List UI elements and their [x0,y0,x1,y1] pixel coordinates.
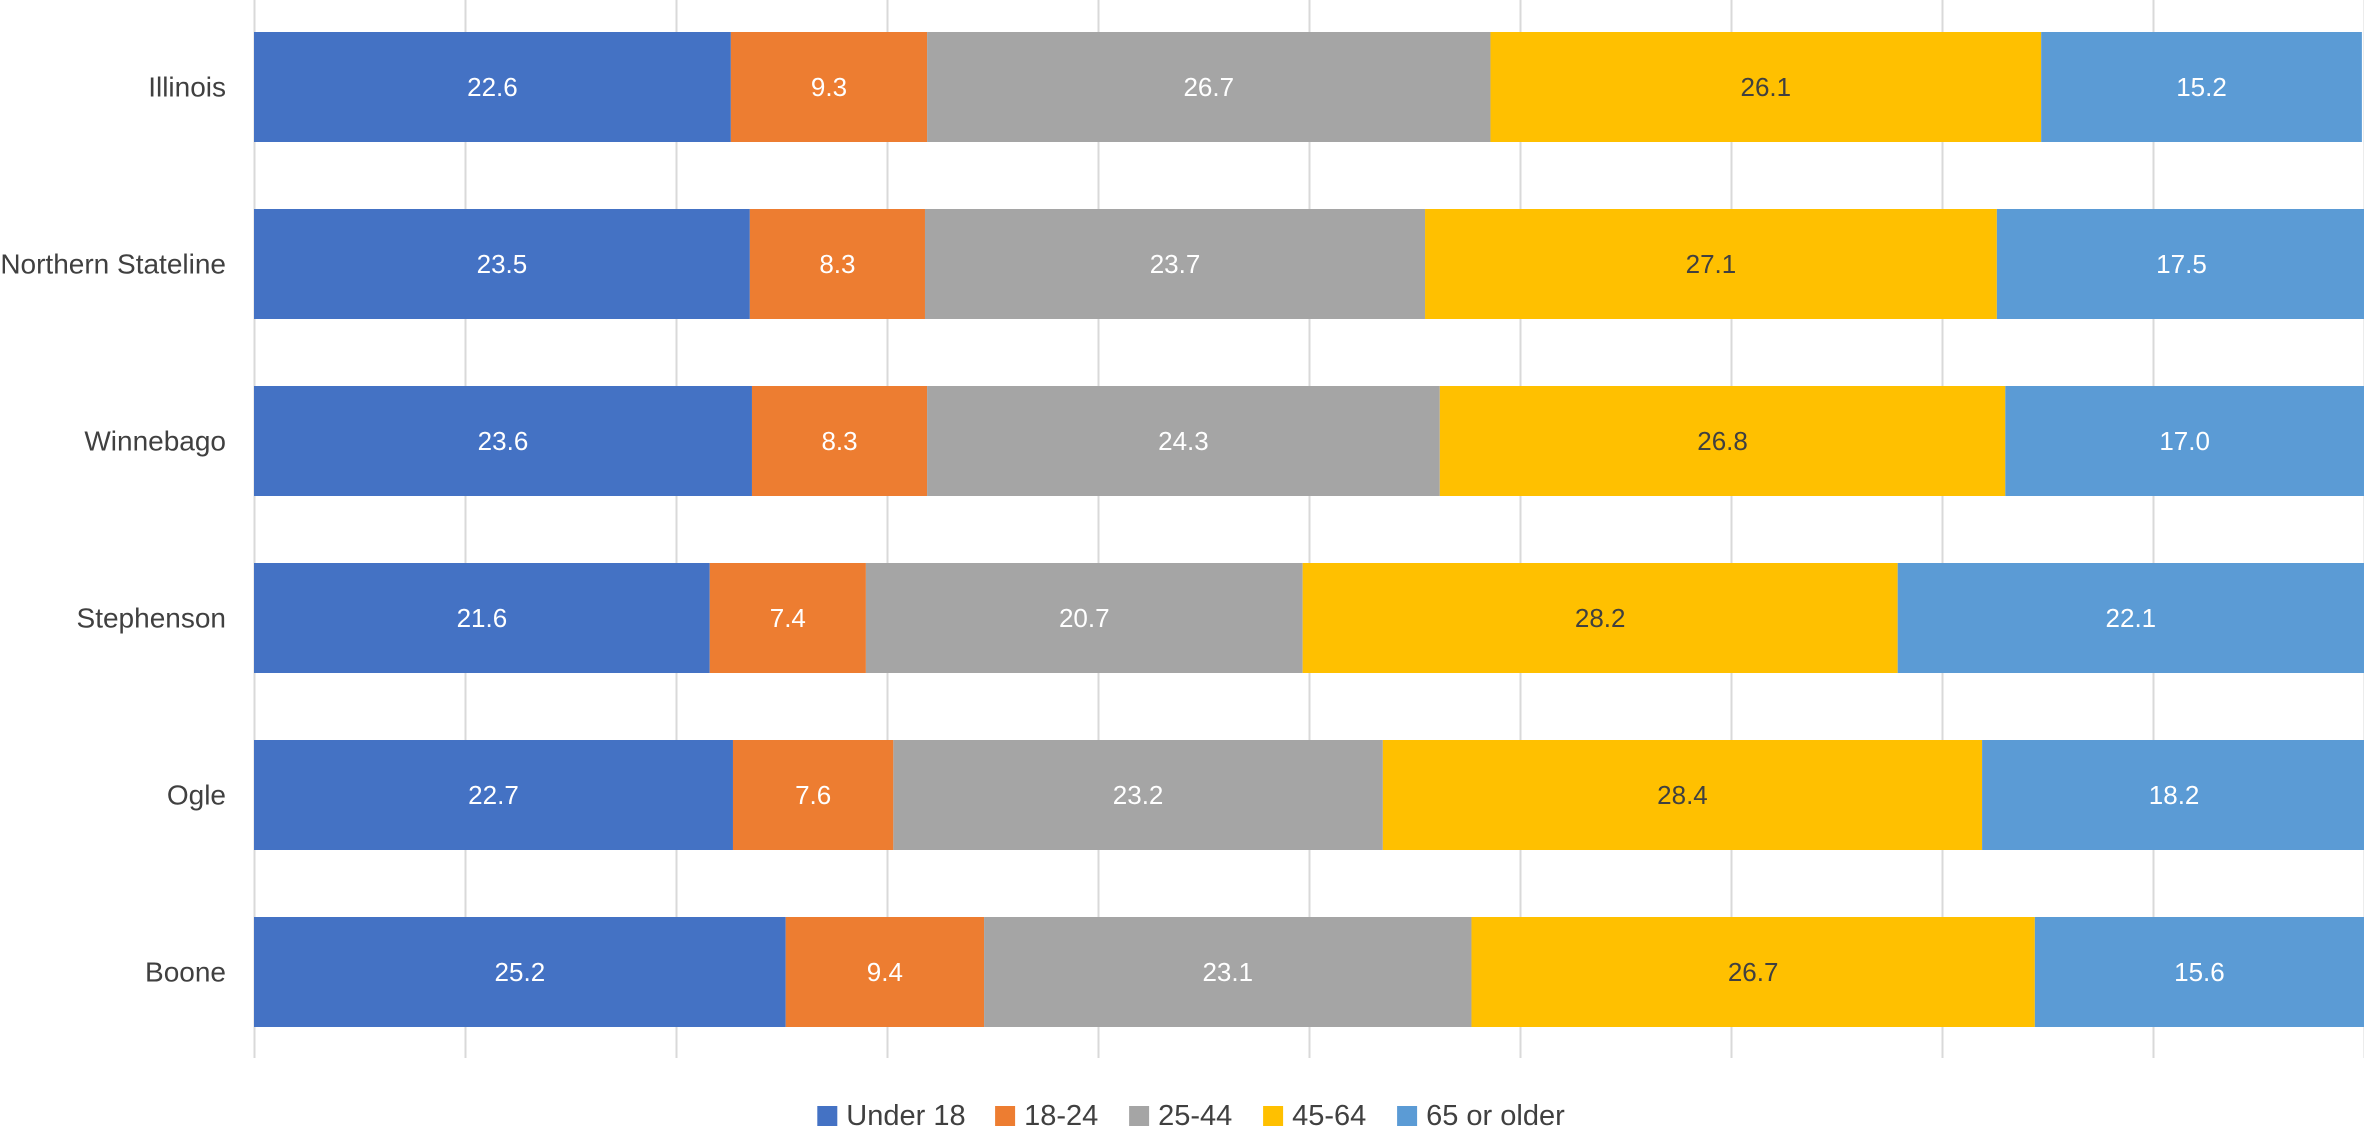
data-label: 26.7 [1728,957,1779,987]
bar-segment [254,386,752,496]
data-label: 20.7 [1059,603,1110,633]
legend-swatch [817,1106,838,1126]
data-label: 22.6 [467,72,518,102]
bar-segment [730,32,928,142]
data-label: 26.7 [1183,72,1234,102]
bar-segment [1471,917,2035,1027]
data-label: 18.2 [2149,780,2200,810]
bar-segment [1439,386,2006,496]
data-label: 8.3 [821,426,857,456]
bar-segment [254,209,750,319]
category-label: Stephenson [77,603,226,634]
bar-segment [984,917,1472,1027]
bar-segment [751,386,928,496]
bar-segment [1425,209,1997,319]
data-label: 17.5 [2156,249,2207,279]
bar-segment [1897,563,2364,673]
data-label: 9.4 [867,957,903,987]
bar-segment [1490,32,2042,142]
data-label: 7.6 [795,780,831,810]
legend-label: 18-24 [1024,1100,1098,1130]
legend-swatch [995,1106,1016,1126]
bar-segment [1982,740,2364,850]
bar-segment [1382,740,1983,850]
gridlines [253,0,2364,1058]
data-label: 23.5 [477,249,528,279]
legend-label: 25-44 [1158,1100,1232,1130]
bar-segment [924,209,1426,319]
bar-segment [254,32,731,142]
data-label: 9.3 [811,72,847,102]
bar-segment [709,563,866,673]
data-label: 23.7 [1150,249,1201,279]
data-label: 28.2 [1575,603,1626,633]
legend-swatch [1263,1106,1284,1126]
bar-segment [785,917,985,1027]
bar-segment [749,209,925,319]
legend: Under 18 18-24 25-44 45-64 65 or older [817,1100,1565,1130]
data-label: 7.4 [770,603,806,633]
bar-segment [1302,563,1898,673]
bar-segment [254,740,733,850]
category-label: Boone [145,957,226,988]
legend-label: 45-64 [1292,1100,1366,1130]
legend-label: 65 or older [1426,1100,1565,1130]
data-label: 23.6 [478,426,529,456]
data-label: 22.7 [468,780,519,810]
bar-segment [732,740,894,850]
category-label: Ogle [167,780,226,811]
bar-segment [2034,917,2364,1027]
data-label: 15.6 [2174,957,2225,987]
data-labels: 22.6 9.3 26.7 26.1 15.2 23.5 8.3 23.7 27.1 17.5 23… [457,72,2227,987]
data-label: 26.1 [1741,72,1792,102]
data-label: 27.1 [1686,249,1737,279]
bar-segment [2041,32,2362,142]
data-label: 17.0 [2159,426,2210,456]
data-label: 8.3 [819,249,855,279]
data-label: 24.3 [1158,426,1209,456]
data-label: 21.6 [457,603,508,633]
bar-segment [927,32,1491,142]
data-label: 23.2 [1113,780,1164,810]
bars [254,32,2364,1027]
legend-swatch [1129,1106,1150,1126]
data-label: 25.2 [495,957,546,987]
legend-label: Under 18 [846,1100,965,1130]
data-label: 28.4 [1657,780,1708,810]
data-label: 15.2 [2176,72,2227,102]
bar-segment [2005,386,2364,496]
bar-segment [254,563,710,673]
category-label: Northern Stateline [0,249,226,280]
data-label: 26.8 [1697,426,1748,456]
bar-segment [893,740,1383,850]
data-label: 22.1 [2106,603,2157,633]
bar-segment [927,386,1440,496]
data-label: 23.1 [1202,957,1253,987]
category-label: Winnebago [84,426,226,457]
bar-segment [254,917,786,1027]
category-axis: Illinois Northern Stateline Winnebago Steph… [0,72,226,988]
bar-segment [865,563,1303,673]
bar-segment [1996,209,2364,319]
category-label: Illinois [148,72,226,103]
legend-swatch [1397,1106,1418,1126]
